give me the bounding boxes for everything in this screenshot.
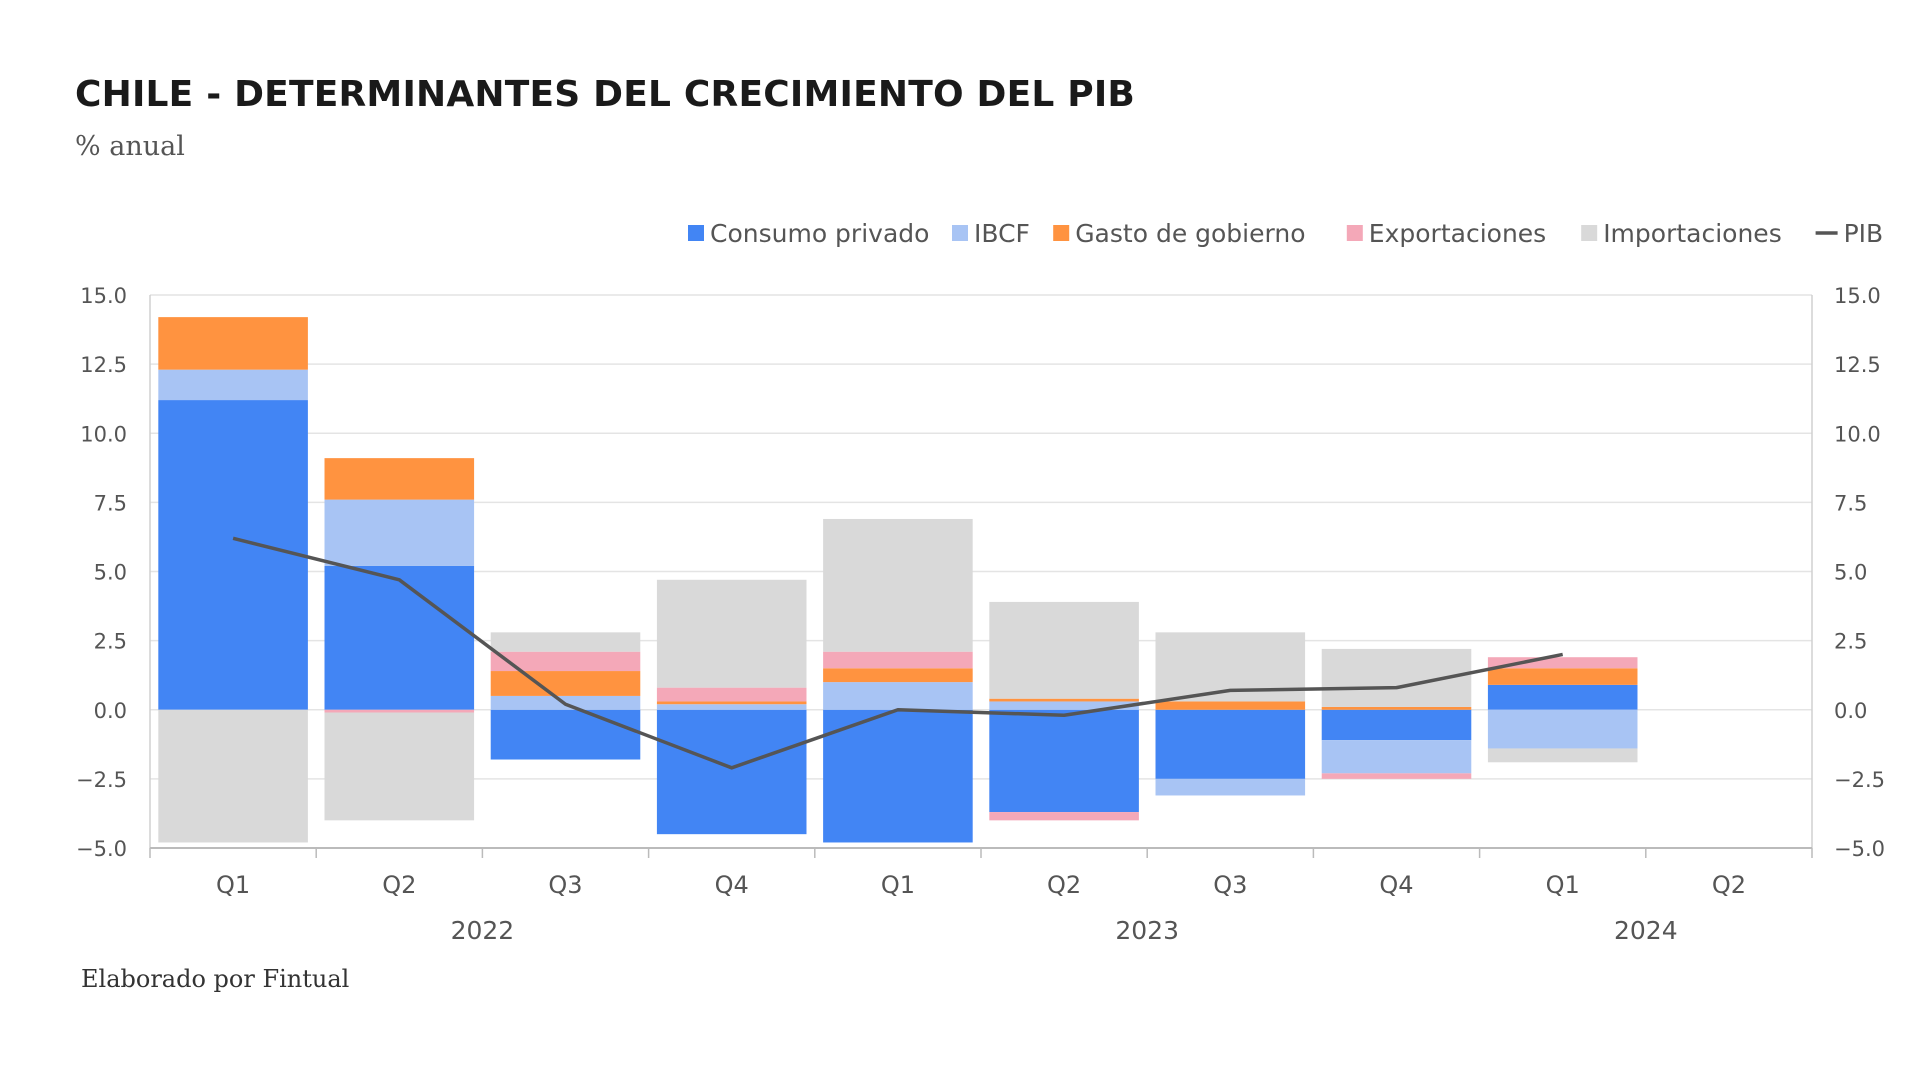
bar-exportaciones	[989, 812, 1139, 821]
chart-source: Elaborado por Fintual	[81, 965, 350, 993]
x-tick-label: Q3	[548, 871, 582, 899]
bar-consumo-privado	[989, 709, 1139, 813]
x-tick-label: Q3	[1213, 871, 1247, 899]
bar-importaciones	[158, 709, 308, 843]
legend: Consumo privado IBCF Gasto de gobierno Expo…	[688, 219, 1883, 248]
legend-label: Gasto de gobierno	[1075, 219, 1305, 248]
axes: −5.0 −5.0 −2.5 −2.5 0.0 0.0 2.5 2.5 5.0 5.0 7.5 7.5…	[76, 284, 1885, 945]
legend-marker	[1581, 225, 1598, 241]
pib-line-path	[232, 536, 1564, 770]
bar-gasto-de-gobierno	[158, 317, 308, 370]
bar-gasto-de-gobierno	[490, 671, 641, 696]
bar-exportaciones	[1321, 773, 1472, 779]
legend-marker	[1346, 225, 1363, 241]
y-tick-label-right: 5.0	[1834, 561, 1867, 585]
bar-gasto-de-gobierno	[989, 698, 1139, 702]
bar-consumo-privado	[1155, 709, 1306, 779]
y-tick-label-left: 12.5	[80, 353, 127, 377]
y-tick-label-right: 2.5	[1834, 630, 1867, 654]
x-tick-label: Q2	[382, 871, 416, 899]
x-tick-label: Q4	[1379, 871, 1413, 899]
bar-consumo-privado	[1487, 684, 1638, 710]
y-tick-label-right: −2.5	[1834, 768, 1885, 792]
legend-marker	[952, 225, 968, 241]
legend-label: IBCF	[974, 219, 1030, 248]
bar-ibcf	[1487, 709, 1638, 749]
y-tick-label-right: 10.0	[1834, 422, 1881, 446]
bar-ibcf	[324, 499, 475, 566]
x-group-label: 2024	[1614, 916, 1678, 945]
y-tick-label-left: 2.5	[94, 630, 127, 654]
x-tick-label: Q4	[715, 871, 749, 899]
pib-line	[232, 536, 1564, 770]
legend-label: Exportaciones	[1369, 219, 1546, 248]
bar-gasto-de-gobierno	[1155, 701, 1306, 710]
bar-ibcf	[823, 682, 973, 710]
x-group-label: 2023	[1115, 916, 1179, 945]
bar-ibcf	[158, 369, 308, 401]
y-tick-label-left: 10.0	[80, 422, 127, 446]
bar-ibcf	[1155, 778, 1306, 796]
bar-exportaciones	[324, 709, 475, 713]
legend-label: Consumo privado	[710, 219, 929, 248]
bar-consumo-privado	[324, 565, 475, 710]
chart-title: CHILE - DETERMINANTES DEL CRECIMIENTO DE…	[75, 74, 1136, 115]
x-tick-label: Q1	[216, 871, 250, 899]
bar-consumo-privado	[158, 400, 308, 710]
bar-importaciones	[989, 601, 1139, 699]
bar-gasto-de-gobierno	[1321, 706, 1472, 710]
bar-gasto-de-gobierno	[823, 668, 973, 683]
x-tick-label: Q1	[1546, 871, 1580, 899]
y-tick-label-left: −5.0	[76, 837, 127, 861]
y-tick-label-left: 15.0	[80, 284, 127, 308]
bar-importaciones	[324, 712, 475, 821]
x-tick-label: Q2	[1712, 871, 1746, 899]
bar-gasto-de-gobierno	[1487, 668, 1638, 685]
y-tick-label-left: 7.5	[94, 491, 127, 515]
bar-consumo-privado	[1321, 709, 1472, 741]
x-tick-label: Q1	[881, 871, 915, 899]
legend-marker	[688, 225, 704, 241]
y-tick-label-right: 12.5	[1834, 353, 1881, 377]
x-group-label: 2022	[451, 916, 515, 945]
bar-importaciones	[656, 579, 807, 688]
y-tick-label-right: 15.0	[1834, 284, 1881, 308]
legend-marker	[1053, 225, 1070, 241]
legend-label: Importaciones	[1603, 219, 1782, 248]
bar-gasto-de-gobierno	[324, 458, 475, 500]
y-tick-label-left: −2.5	[76, 768, 127, 792]
bar-ibcf	[1321, 740, 1472, 774]
bar-exportaciones	[823, 651, 973, 669]
bar-ibcf	[989, 701, 1139, 710]
bar-exportaciones	[490, 651, 641, 672]
y-tick-label-right: −5.0	[1834, 837, 1885, 861]
chart-subtitle: % anual	[75, 131, 185, 162]
bar-importaciones	[490, 632, 641, 652]
bar-exportaciones	[1487, 657, 1638, 669]
y-tick-label-right: 0.0	[1834, 699, 1867, 723]
bar-gasto-de-gobierno	[656, 701, 807, 705]
bar-ibcf	[656, 704, 807, 710]
y-tick-label-right: 7.5	[1834, 491, 1867, 515]
bar-importaciones	[823, 518, 973, 652]
x-tick-label: Q2	[1047, 871, 1081, 899]
bar-consumo-privado	[823, 709, 973, 843]
bar-consumo-privado	[490, 709, 641, 760]
bar-importaciones	[1487, 748, 1638, 763]
bar-series	[158, 317, 1638, 843]
bar-exportaciones	[656, 687, 807, 702]
y-tick-label-left: 5.0	[94, 561, 127, 585]
y-tick-label-left: 0.0	[94, 699, 127, 723]
bar-consumo-privado	[656, 709, 807, 835]
legend-label: PIB	[1844, 219, 1884, 248]
